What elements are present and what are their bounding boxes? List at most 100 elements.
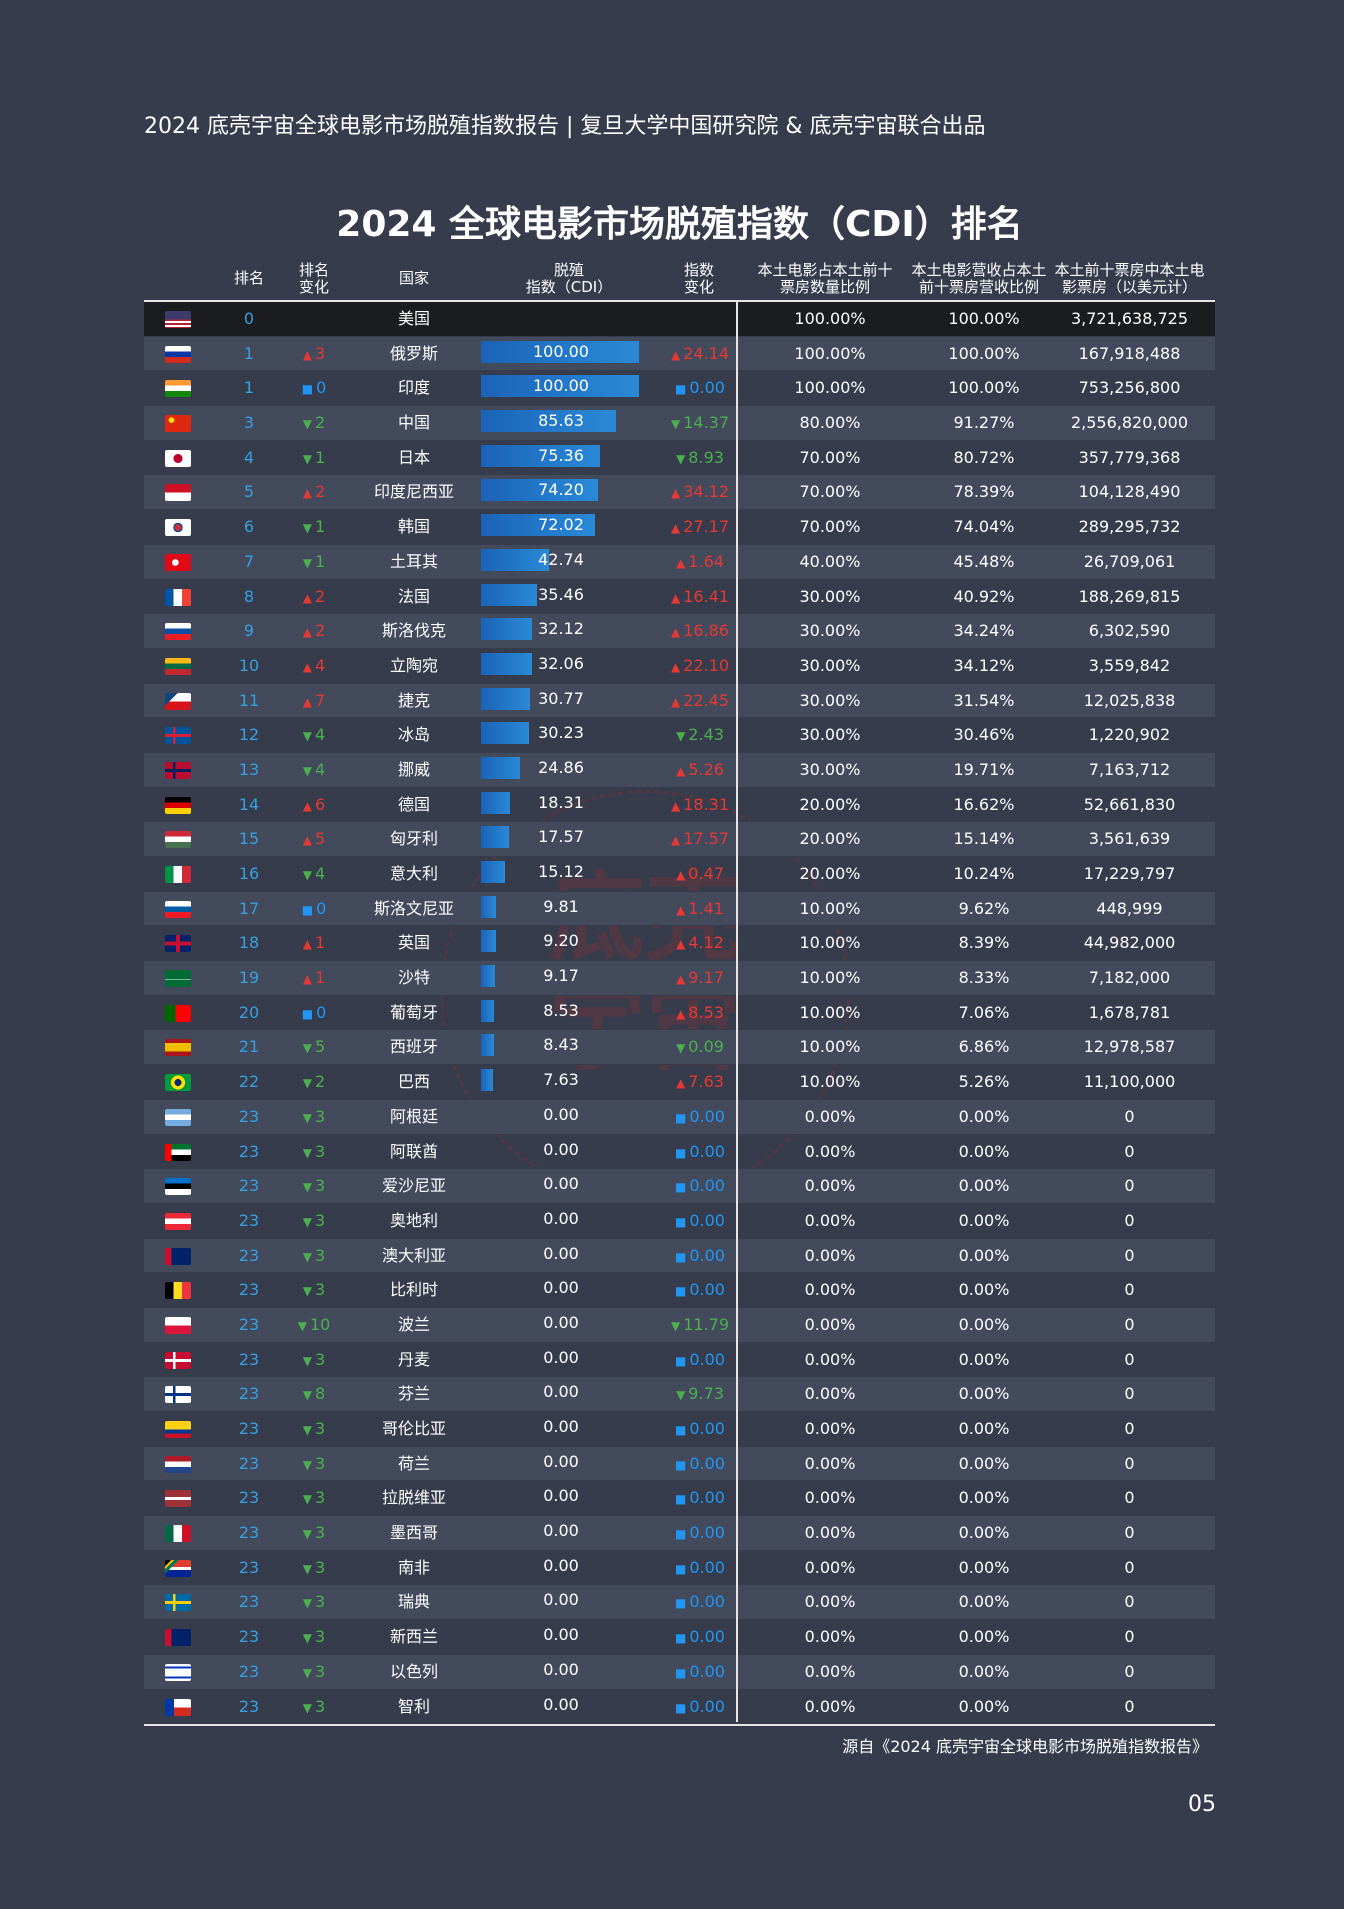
cdi-value: 30.77 [538, 688, 584, 708]
same-arrow-icon: ■ [675, 1423, 687, 1437]
domestic-count-cell: 30.00% [799, 621, 861, 641]
country-cell: 印度 [397, 378, 430, 398]
index-change-cell: ▼ 2.43 [644, 718, 756, 752]
index-change-cell [644, 302, 756, 336]
country-cell: 智利 [397, 1696, 430, 1716]
rank-change-value: 1 [315, 933, 326, 953]
rank-change-value: 1 [315, 517, 326, 537]
up-arrow-icon: ▲ [676, 868, 686, 882]
domestic-count-cell: 100.00% [794, 343, 866, 363]
rank-cell: 12 [238, 725, 260, 745]
down-arrow-icon: ▼ [302, 1041, 313, 1056]
rank-cell: 23 [238, 1696, 260, 1716]
index-change-cell: ▲ 16.41 [644, 580, 756, 614]
domestic-count-cell: 40.00% [799, 551, 861, 571]
flag-cell [164, 1100, 192, 1134]
country-cell: 斯洛文尼亚 [373, 898, 454, 918]
index-change-value: 0.00 [689, 1245, 725, 1265]
rank-change-cell: ▼ 3 [284, 1169, 344, 1203]
index-change-value: 22.10 [683, 655, 730, 675]
cdi-cell: 0.00 [481, 1273, 641, 1307]
rank-change-cell: ▼ 4 [284, 753, 344, 787]
down-arrow-icon: ▼ [302, 1214, 313, 1229]
box-office-cell: 52,661,830 [1083, 794, 1176, 814]
rank-cell: 23 [238, 1141, 260, 1161]
cdi-value: 0.00 [543, 1417, 579, 1436]
rank-cell: 20 [238, 1002, 260, 1022]
index-change-cell: ▲ 22.45 [644, 684, 756, 718]
index-change-value: 0.00 [689, 1419, 725, 1438]
cdi-bar [481, 687, 530, 710]
country-cell: 印度尼西亚 [373, 482, 454, 502]
flag-cell [164, 753, 192, 787]
table-row: 16 ▼ 4 意大利 15.12 ▲ 0.47 20.00% 10.24% 17,229,797 [144, 857, 1215, 892]
flag-es-icon [165, 1039, 191, 1057]
domestic-count-cell: 0.00% [804, 1349, 856, 1369]
index-change-cell: ■ 0.00 [644, 1343, 756, 1377]
rank-cell: 23 [238, 1349, 260, 1369]
flag-cell [164, 337, 192, 371]
same-arrow-icon: ■ [675, 1180, 687, 1195]
same-arrow-icon: ■ [675, 1561, 687, 1576]
box-office-cell: 7,163,712 [1088, 759, 1171, 779]
rank-cell: 23 [238, 1106, 260, 1126]
flag-cell [164, 1065, 192, 1099]
index-change-value: 0.00 [689, 1141, 725, 1161]
cdi-cell: 85.63 [481, 406, 641, 440]
box-office-cell: 167,918,488 [1078, 343, 1181, 363]
rank-change-cell: ▲ 1 [284, 926, 344, 960]
domestic-count-cell: 0.00% [804, 1176, 856, 1196]
down-arrow-icon: ▼ [302, 1388, 313, 1403]
table-row: 8 ▲ 2 法国 35.46 ▲ 16.41 30.00% 40.92% 188,269,815 [144, 580, 1215, 615]
same-arrow-icon: ■ [301, 902, 314, 917]
report-header: 2024 底壳宇宙全球电影市场脱殖指数报告 | 复旦大学中国研究院 & 底壳宇宙… [144, 114, 986, 139]
cdi-cell: 9.17 [481, 961, 641, 995]
domestic-revenue-cell: 8.33% [958, 968, 1010, 988]
down-arrow-icon: ▼ [670, 1318, 681, 1333]
table-row: 13 ▼ 4 挪威 24.86 ▲ 5.26 30.00% 19.71% 7,163,712 [144, 752, 1215, 788]
cdi-cell: 72.02 [481, 510, 641, 544]
table-row: 23 ▼ 8 芬兰 0.00 ▼ 9.73 0.00% 0.00% 0 [144, 1377, 1215, 1412]
table-row: 3 ▼ 2 中国 85.63 ▼ 14.37 80.00% 91.27% 2,556,820,00… [144, 406, 1215, 441]
rank-change-value: 10 [309, 1314, 331, 1334]
domestic-count-cell: 0.00% [804, 1488, 856, 1508]
flag-dk-icon [165, 1351, 191, 1369]
up-arrow-icon: ▲ [302, 659, 313, 674]
table-row: 14 ▲ 6 德国 18.31 ▲ 18.31 20.00% 16.62% 52,661,830 [144, 788, 1215, 823]
down-arrow-icon: ▼ [302, 763, 313, 778]
flag-cell [164, 996, 192, 1030]
table-row: 23 ▼ 3 爱沙尼亚 0.00 ■ 0.00 0.00% 0.00% 0 [144, 1169, 1215, 1204]
rank-change-cell: ▼ 3 [284, 1239, 344, 1273]
flag-lt-icon [165, 657, 191, 675]
cdi-cell: 9.81 [481, 892, 641, 926]
rank-change-value: 7 [315, 690, 326, 710]
domestic-revenue-cell: 7.06% [958, 1002, 1010, 1022]
table-row: 23 ▼ 3 瑞典 0.00 ■ 0.00 0.00% 0.00% 0 [144, 1585, 1215, 1621]
index-change-cell: ▲ 34.12 [644, 475, 756, 509]
domestic-revenue-cell: 0.00% [958, 1245, 1010, 1265]
cdi-cell: 8.53 [481, 996, 641, 1030]
table-row: 4 ▼ 1 日本 75.36 ▼ 8.93 70.00% 80.72% 357,779,368 [144, 441, 1215, 476]
up-arrow-icon: ▲ [302, 590, 313, 605]
index-change-value: 0.00 [689, 1106, 725, 1126]
cdi-cell: 0.00 [481, 1585, 641, 1619]
rank-cell: 23 [238, 1592, 260, 1612]
down-arrow-icon: ▼ [302, 1145, 313, 1160]
cdi-bar [481, 618, 532, 641]
table-row: 15 ▲ 5 匈牙利 17.57 ▲ 17.57 20.00% 15.14% 3,561,639 [144, 822, 1215, 857]
domestic-revenue-cell: 15.14% [953, 829, 1015, 849]
cdi-bar [481, 375, 639, 398]
cdi-bar [481, 514, 595, 537]
cdi-cell: 0.00 [481, 1377, 641, 1411]
flag-de-icon [165, 796, 191, 814]
cdi-value: 9.17 [543, 966, 579, 986]
header-index-change: 指数 变化 [683, 261, 714, 296]
table-row: 17 ■ 0 斯洛文尼亚 9.81 ▲ 1.41 10.00% 9.62% 448,999 [144, 891, 1215, 927]
domestic-count-cell: 0.00% [804, 1245, 856, 1265]
cdi-cell: 35.46 [481, 580, 641, 614]
up-arrow-icon: ▲ [676, 555, 686, 570]
domestic-revenue-cell: 0.00% [958, 1210, 1010, 1230]
cdi-ranking-table: 排名 排名 变化 国家 脱殖 指数（CDI） 指数 变化 本土电影占本土前十 票… [144, 258, 1215, 1727]
down-arrow-icon: ▼ [302, 1284, 313, 1299]
flag-cell [164, 475, 192, 509]
